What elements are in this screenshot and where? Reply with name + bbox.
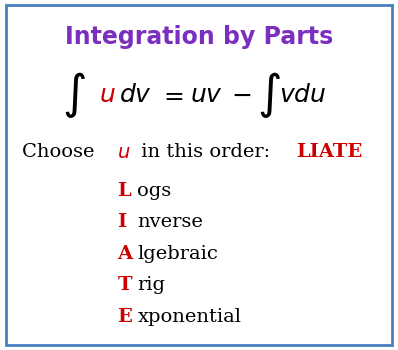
Text: $=$: $=$: [158, 83, 184, 106]
Text: $\int$: $\int$: [62, 70, 86, 119]
Text: T: T: [117, 276, 132, 294]
Text: E: E: [117, 308, 132, 326]
Text: lgebraic: lgebraic: [137, 245, 218, 263]
Text: $\int$: $\int$: [257, 70, 281, 119]
Text: nverse: nverse: [137, 213, 203, 231]
Text: Integration by Parts: Integration by Parts: [65, 25, 333, 49]
Text: xponential: xponential: [137, 308, 241, 326]
Text: A: A: [117, 245, 133, 263]
Text: I: I: [117, 213, 127, 231]
Text: Choose: Choose: [22, 143, 101, 161]
Text: L: L: [117, 182, 131, 200]
Text: $uv$: $uv$: [191, 83, 223, 106]
FancyBboxPatch shape: [6, 5, 392, 345]
Text: ogs: ogs: [137, 182, 172, 200]
Text: $dv$: $dv$: [119, 83, 152, 106]
Text: rig: rig: [137, 276, 165, 294]
Text: $u$: $u$: [99, 83, 116, 106]
Text: LIATE: LIATE: [297, 143, 363, 161]
Text: $-$: $-$: [231, 83, 251, 106]
Text: $vdu$: $vdu$: [279, 83, 326, 106]
Text: $\mathit{u}$: $\mathit{u}$: [117, 143, 131, 162]
Text: in this order:: in this order:: [135, 143, 276, 161]
